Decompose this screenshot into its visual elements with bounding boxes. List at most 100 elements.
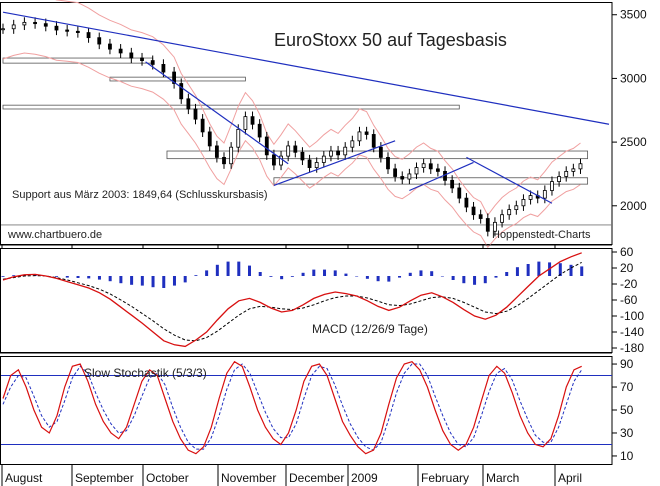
y-tick-label: -100 <box>620 309 644 323</box>
y-tick-label: -180 <box>620 341 644 355</box>
macd-histogram-bar <box>119 276 123 284</box>
macd-histogram-bar <box>301 272 305 276</box>
macd-histogram-bar <box>226 261 230 276</box>
y-tick-label: -60 <box>620 293 638 307</box>
candle-body <box>507 209 512 216</box>
y-tick-label: 20 <box>620 261 634 275</box>
macd-histogram-bar <box>237 261 241 276</box>
candle-body <box>257 123 262 138</box>
candle-body <box>193 108 198 120</box>
x-month-label: October <box>146 471 189 485</box>
y-tick-label: 2500 <box>620 135 647 149</box>
candle-body <box>571 168 576 172</box>
candle-body <box>542 190 547 199</box>
candle-body <box>65 29 70 32</box>
macd-histogram-bar <box>258 272 262 276</box>
x-axis: August September October November December 20… <box>0 244 612 486</box>
y-tick-label: 90 <box>620 357 634 371</box>
x-month-label: April <box>558 471 582 485</box>
candle-body <box>186 98 191 110</box>
macd-histogram-bar <box>376 276 380 282</box>
candle-body <box>500 214 504 223</box>
macd-panel: 60 20 -20 -60 -100 -140 -180 <box>0 245 644 355</box>
candle-body <box>33 21 37 25</box>
macd-histogram-bar <box>140 276 144 286</box>
lower-band <box>2 52 581 249</box>
candle-body <box>457 187 462 199</box>
trendline <box>409 161 474 192</box>
macd-histogram-bar <box>483 276 487 284</box>
macd-histogram-bar <box>398 276 402 278</box>
x-month-label: August <box>5 471 43 485</box>
candle-body <box>279 155 283 166</box>
candle-body <box>493 221 497 232</box>
resistance-zone <box>2 104 460 110</box>
candle-body <box>150 60 155 65</box>
candle-body <box>307 159 312 168</box>
candle-body <box>521 199 526 207</box>
macd-histogram-bar <box>344 273 348 276</box>
candle-body <box>364 131 369 135</box>
candle-body <box>478 214 483 219</box>
stoch-d-line <box>2 363 583 451</box>
macd-histogram-bar <box>537 261 541 276</box>
candle-body <box>321 155 326 163</box>
trendline <box>273 140 396 186</box>
x-month-label: February <box>421 471 469 485</box>
candle-body <box>435 168 440 172</box>
macd-histogram-bar <box>387 276 391 282</box>
candle-body <box>118 48 123 54</box>
resistance-zone <box>109 76 246 82</box>
candle-body <box>161 64 166 73</box>
macd-histogram-bar <box>247 265 251 276</box>
candle-body <box>1 28 5 31</box>
candle-body <box>421 163 426 168</box>
candle-body <box>236 128 241 148</box>
macd-histogram-bar <box>172 276 176 286</box>
support-annotation: Support aus März 2003: 1849,64 (Schlussk… <box>12 189 268 201</box>
candle-body <box>371 134 376 148</box>
macd-line <box>2 252 582 348</box>
candle-body <box>97 37 102 45</box>
x-month-label: December <box>289 471 344 485</box>
macd-histogram-bar <box>55 276 59 277</box>
candle-body <box>386 156 390 170</box>
trendline <box>466 156 553 204</box>
candle-body <box>75 30 80 33</box>
y-tick-label: -140 <box>620 325 644 339</box>
candle-body <box>207 131 212 147</box>
macd-histogram-bar <box>580 266 584 276</box>
macd-histogram-bar <box>462 276 466 284</box>
macd-histogram-bar <box>280 276 284 280</box>
y-tick-label: -20 <box>620 277 638 291</box>
candle-body <box>485 218 490 232</box>
candle-body <box>54 25 59 31</box>
macd-histogram-bar <box>355 276 359 277</box>
y-tick-label: 3000 <box>620 71 647 85</box>
candle-body <box>222 156 226 165</box>
candle-body <box>471 206 476 216</box>
macd-histogram-bar <box>12 275 16 276</box>
candle-body <box>140 57 144 61</box>
candle-body <box>407 173 412 180</box>
x-month-label: November <box>221 471 276 485</box>
candle-body <box>286 145 291 157</box>
macd-histogram-bar <box>323 269 327 276</box>
candle-body <box>564 170 569 177</box>
candle-body <box>243 116 248 130</box>
y-tick-label: 70 <box>620 380 634 394</box>
stoch-title: Slow Stochastik (5/3/3) <box>84 366 207 380</box>
macd-histogram-bar <box>526 264 530 276</box>
candle-body <box>350 140 355 148</box>
candle-body <box>250 116 255 125</box>
candle-body <box>357 131 362 142</box>
macd-histogram-bar <box>97 276 101 280</box>
candle-body <box>272 154 276 166</box>
candle-body <box>172 71 177 84</box>
panel-frame <box>0 248 613 353</box>
macd-histogram-bar <box>440 276 444 277</box>
candle-body <box>314 162 319 168</box>
macd-histogram-bar <box>76 276 80 278</box>
macd-histogram-bar <box>130 276 134 285</box>
